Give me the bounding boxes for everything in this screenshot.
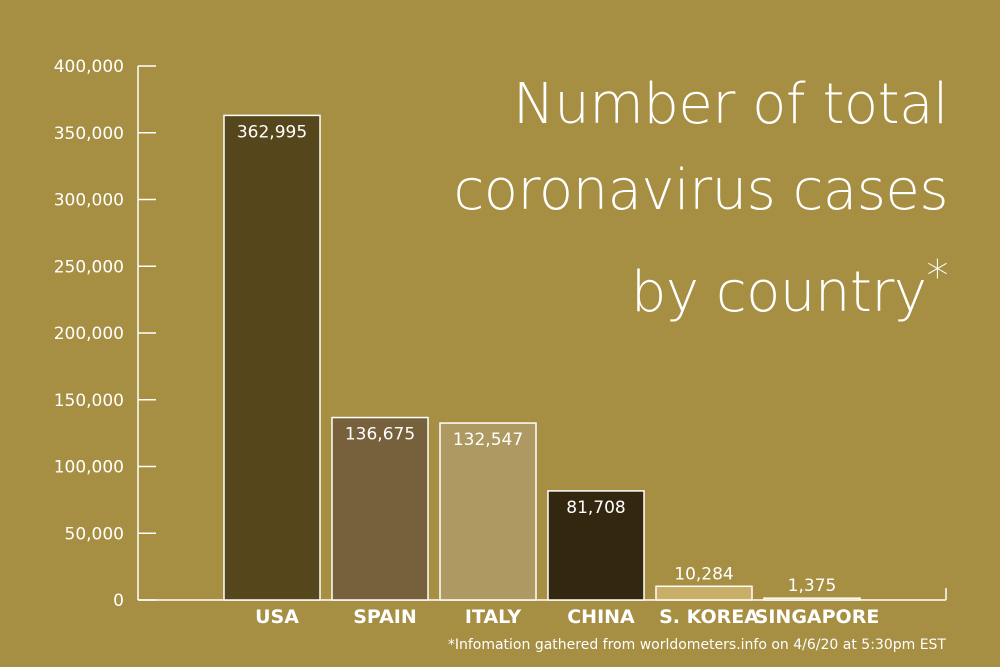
bar-spain — [331, 416, 429, 601]
category-label: ITALY — [465, 606, 521, 628]
title-asterisk: * — [926, 251, 949, 302]
bar-value-label: 81,708 — [566, 498, 625, 518]
bar-china — [547, 490, 645, 601]
y-tick-label: 100,000 — [54, 458, 124, 478]
y-tick-label: 350,000 — [54, 124, 124, 144]
y-tick-label: 150,000 — [54, 391, 124, 411]
bar-usa — [223, 114, 321, 601]
bar-value-label: 1,375 — [788, 576, 837, 596]
source-footnote: *Infomation gathered from worldometers.i… — [447, 637, 946, 653]
category-label: USA — [255, 606, 299, 628]
bar-italy — [439, 422, 537, 601]
title-line-2: coronavirus cases — [453, 158, 948, 223]
category-label: SPAIN — [353, 606, 417, 628]
bar-value-label: 136,675 — [345, 425, 415, 445]
bar-s-korea — [655, 585, 753, 601]
y-tick-label: 0 — [113, 591, 124, 611]
title-line-3: by country* — [428, 234, 949, 336]
chart-title: Number of total coronavirus cases by cou… — [428, 62, 948, 336]
y-tick-label: 250,000 — [54, 257, 124, 277]
bar-value-label: 362,995 — [237, 122, 307, 142]
y-tick-label: 300,000 — [54, 191, 124, 211]
category-label: CHINA — [567, 606, 635, 628]
category-label: SINGAPORE — [755, 606, 880, 628]
title-line-1: Number of total — [512, 72, 949, 137]
bar-singapore — [763, 597, 861, 601]
title-line-3-text: by country — [630, 260, 927, 325]
category-label: S. KOREA — [659, 606, 759, 628]
y-tick-label: 200,000 — [54, 324, 124, 344]
bar-value-label: 10,284 — [674, 564, 733, 584]
y-tick-label: 50,000 — [65, 524, 124, 544]
bar-value-label: 132,547 — [453, 430, 523, 450]
y-tick-label: 400,000 — [54, 57, 124, 77]
